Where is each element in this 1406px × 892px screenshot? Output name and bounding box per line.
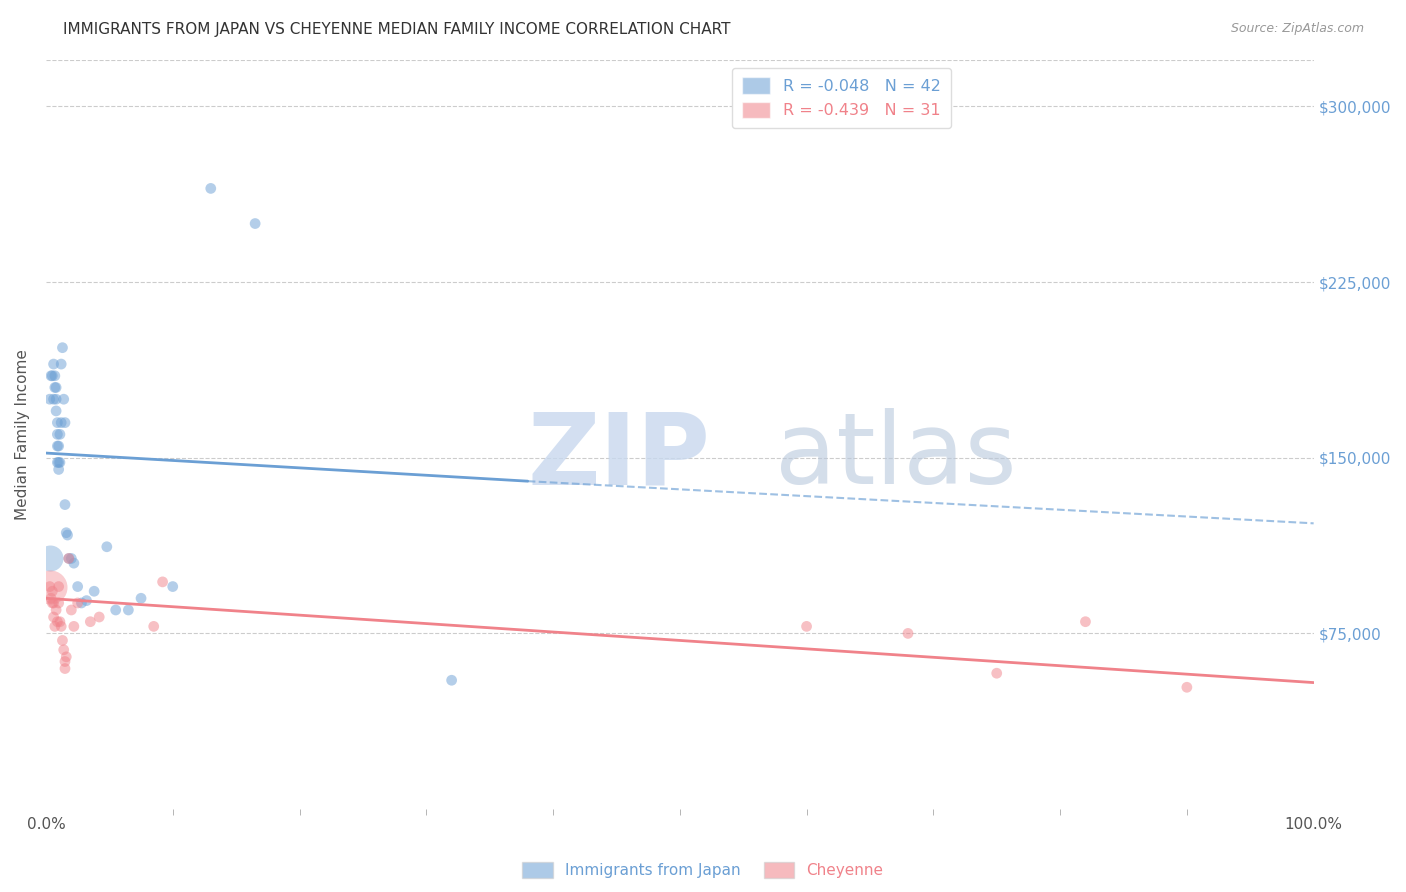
Point	[52, 392, 75, 407]
Point	[38, 580, 60, 594]
Point	[51, 416, 73, 430]
Point	[96, 540, 118, 554]
Text: ZIP: ZIP	[527, 409, 710, 505]
Point	[58, 551, 80, 566]
Point	[796, 619, 818, 633]
Point	[51, 619, 73, 633]
Point	[60, 603, 83, 617]
Point	[48, 580, 70, 594]
Point	[63, 556, 86, 570]
Point	[89, 610, 111, 624]
Point	[45, 380, 67, 394]
Point	[39, 591, 62, 606]
Text: atlas: atlas	[775, 409, 1017, 505]
Legend: R = -0.048   N = 42, R = -0.439   N = 31: R = -0.048 N = 42, R = -0.439 N = 31	[733, 68, 950, 128]
Y-axis label: Median Family Income: Median Family Income	[15, 349, 30, 520]
Point	[79, 615, 101, 629]
Point	[162, 580, 184, 594]
Point	[42, 610, 65, 624]
Point	[129, 591, 152, 606]
Point	[42, 392, 65, 407]
Point	[142, 619, 165, 633]
Point	[1175, 680, 1198, 694]
Point	[897, 626, 920, 640]
Point	[440, 673, 463, 688]
Point	[51, 357, 73, 371]
Point	[66, 580, 89, 594]
Point	[76, 593, 98, 607]
Point	[38, 392, 60, 407]
Point	[46, 455, 69, 469]
Text: Source: ZipAtlas.com: Source: ZipAtlas.com	[1230, 22, 1364, 36]
Point	[1074, 615, 1097, 629]
Point	[56, 528, 79, 542]
Point	[53, 661, 76, 675]
Point	[45, 392, 67, 407]
Point	[38, 551, 60, 566]
Point	[46, 615, 69, 629]
Point	[200, 181, 222, 195]
Point	[55, 649, 77, 664]
Point	[42, 357, 65, 371]
Point	[53, 416, 76, 430]
Point	[51, 341, 73, 355]
Point	[38, 580, 60, 594]
Point	[41, 596, 63, 610]
Point	[46, 416, 69, 430]
Point	[53, 498, 76, 512]
Point	[44, 368, 66, 383]
Point	[58, 551, 80, 566]
Point	[44, 380, 66, 394]
Point	[46, 439, 69, 453]
Point	[55, 525, 77, 540]
Legend: Immigrants from Japan, Cheyenne: Immigrants from Japan, Cheyenne	[516, 856, 890, 884]
Point	[49, 427, 72, 442]
Point	[48, 455, 70, 469]
Point	[51, 633, 73, 648]
Point	[60, 551, 83, 566]
Text: IMMIGRANTS FROM JAPAN VS CHEYENNE MEDIAN FAMILY INCOME CORRELATION CHART: IMMIGRANTS FROM JAPAN VS CHEYENNE MEDIAN…	[63, 22, 731, 37]
Point	[42, 596, 65, 610]
Point	[45, 603, 67, 617]
Point	[83, 584, 105, 599]
Point	[70, 596, 93, 610]
Point	[48, 596, 70, 610]
Point	[39, 368, 62, 383]
Point	[48, 462, 70, 476]
Point	[41, 368, 63, 383]
Point	[152, 574, 174, 589]
Point	[49, 455, 72, 469]
Point	[45, 404, 67, 418]
Point	[66, 596, 89, 610]
Point	[49, 615, 72, 629]
Point	[243, 217, 266, 231]
Point	[63, 619, 86, 633]
Point	[53, 655, 76, 669]
Point	[44, 619, 66, 633]
Point	[48, 439, 70, 453]
Point	[52, 642, 75, 657]
Point	[104, 603, 127, 617]
Point	[46, 427, 69, 442]
Point	[117, 603, 139, 617]
Point	[41, 584, 63, 599]
Point	[986, 666, 1008, 681]
